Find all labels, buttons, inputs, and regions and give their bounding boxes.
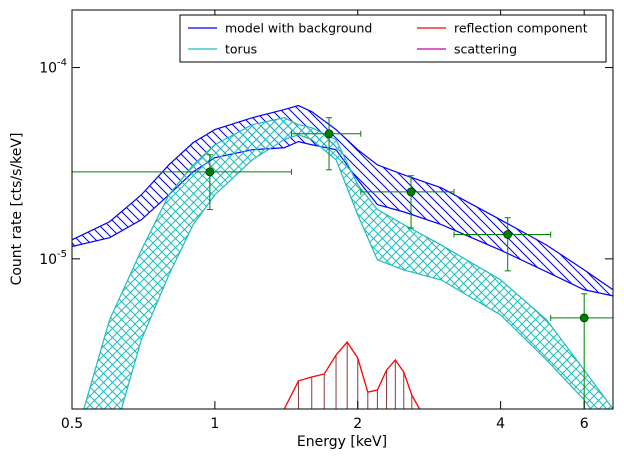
data-point [205,167,215,177]
y-tick-label: 10-4 [39,58,67,77]
data-point [503,230,513,239]
x-tick-label: 2 [353,416,362,432]
y-tick-label: 10-5 [39,249,67,268]
x-tick-label: 1 [210,416,219,432]
y-tick-exponent: -5 [57,249,67,260]
legend: model with background torus reflection com… [179,14,607,63]
y-axis-label: Count rate [cts/s/keV] [9,133,25,286]
band-edge [120,134,592,409]
band-edge [72,104,613,291]
plot-area [72,104,613,409]
x-axis-label: Energy [keV] [297,434,387,450]
legend-box [179,14,607,63]
y-tick-base: 10 [39,61,57,77]
x-tick-label: 0.5 [61,416,83,432]
plot-frame [71,9,614,410]
data-point [579,313,589,323]
legend-label: scattering [454,42,517,57]
x-tick-label: 6 [580,416,589,432]
x-tick-label: 4 [496,416,505,432]
legend-label: model with background [225,21,372,36]
data-point [406,187,416,197]
legend-label: reflection component [454,21,588,36]
y-tick-exponent: -4 [57,58,67,69]
line [283,341,421,409]
data-point [324,129,334,139]
band-edge [83,117,613,409]
legend-label: torus [225,42,257,57]
y-tick-base: 10 [39,252,57,268]
band-fill [83,117,613,409]
